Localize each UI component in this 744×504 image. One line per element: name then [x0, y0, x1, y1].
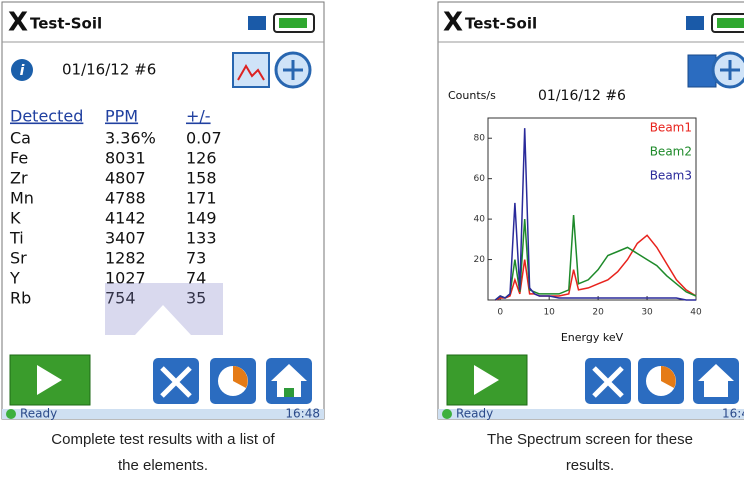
x-axis-label: Energy keV [561, 331, 624, 344]
column-header: PPM [105, 107, 138, 126]
column-header: Detected [10, 107, 83, 126]
cell-value: 158 [186, 169, 217, 188]
page: X Test-Soil i 01/16/12 #6 Detected PPM +/-… [0, 0, 744, 504]
cell-value: 3.36% [105, 129, 156, 148]
element-name: Sr [10, 249, 27, 268]
caption: the elements. [118, 457, 208, 474]
y-tick-label: 20 [474, 255, 486, 265]
battery-level [279, 18, 307, 28]
caption: results. [566, 457, 614, 474]
y-tick-label: 80 [474, 134, 486, 144]
x-tick-label: 40 [690, 308, 702, 318]
right-screen: X Test-Soil 01/16/12 #6 Counts/s Energy k… [438, 2, 744, 421]
cell-value: 0.07 [186, 129, 222, 148]
status-text: Ready [456, 407, 493, 421]
cell-value: 4807 [105, 169, 146, 188]
cell-value: 8031 [105, 149, 146, 168]
element-name: Ti [9, 229, 24, 248]
logo: X [443, 8, 463, 38]
logo: X [8, 8, 28, 38]
app-title: Test-Soil [465, 15, 537, 33]
clock: 16:48 [722, 407, 744, 421]
x-tick-label: 20 [592, 308, 604, 318]
info-glyph: i [20, 63, 25, 79]
y-axis-label: Counts/s [448, 89, 496, 102]
battery-level [717, 18, 744, 28]
element-name: Rb [10, 289, 31, 308]
test-date: 01/16/12 #6 [538, 88, 626, 104]
cell-value: 1282 [105, 249, 146, 268]
cell-value: 73 [186, 249, 206, 268]
element-name: Y [9, 269, 20, 288]
x-tick-label: 30 [641, 308, 653, 318]
cell-value: 149 [186, 209, 217, 228]
caption: Complete test results with a list of [51, 431, 275, 448]
element-name: K [10, 209, 21, 228]
element-name: Fe [10, 149, 28, 168]
caption: The Spectrum screen for these [487, 431, 693, 448]
clock: 16:48 [285, 407, 320, 421]
test-date: 01/16/12 #6 [62, 61, 156, 79]
lock-icon[interactable] [248, 16, 266, 30]
x-tick-label: 0 [497, 308, 503, 318]
lock-icon[interactable] [686, 16, 704, 30]
cell-value: 133 [186, 229, 217, 248]
cell-value: 126 [186, 149, 217, 168]
app-title: Test-Soil [30, 15, 102, 33]
left-screen: X Test-Soil i 01/16/12 #6 Detected PPM +/-… [2, 2, 324, 474]
spectrum-button[interactable] [233, 53, 269, 87]
legend-label: Beam3 [650, 169, 692, 183]
element-name: Mn [10, 189, 34, 208]
status-text: Ready [20, 407, 57, 421]
home-door [284, 388, 294, 397]
cell-value: 4142 [105, 209, 146, 228]
column-header: +/- [186, 107, 211, 126]
element-name: Zr [10, 169, 28, 188]
cell-value: 4788 [105, 189, 146, 208]
status-dot [442, 409, 452, 419]
element-name: Ca [10, 129, 31, 148]
y-tick-label: 60 [474, 174, 486, 184]
status-dot [6, 409, 16, 419]
cell-value: 3407 [105, 229, 146, 248]
y-tick-label: 40 [474, 215, 486, 225]
cell-value: 171 [186, 189, 217, 208]
legend-label: Beam2 [650, 145, 692, 159]
x-tick-label: 10 [543, 308, 555, 318]
legend-label: Beam1 [650, 121, 692, 135]
